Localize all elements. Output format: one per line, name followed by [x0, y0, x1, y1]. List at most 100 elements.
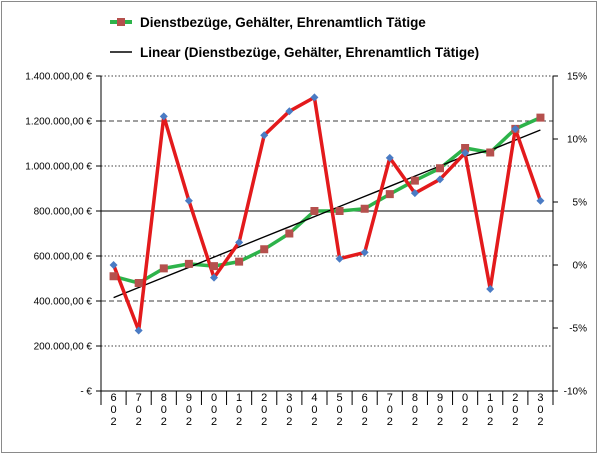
- y2-tick-label-2: 0%: [573, 261, 588, 272]
- series-3-point-13: [436, 175, 444, 184]
- series-3-point-9: [335, 254, 344, 263]
- x-tick-glyph: 0: [336, 404, 342, 416]
- x-tick-glyph: 2: [336, 416, 342, 428]
- x-tick-glyph: 2: [437, 416, 443, 428]
- series-1-point-10: [360, 204, 369, 213]
- x-tick-glyph: 7: [387, 392, 393, 404]
- y-tick-label-7: 1.400.000,00 €: [25, 72, 92, 83]
- trendline: [113, 129, 541, 299]
- x-tick-glyph: 0: [437, 404, 443, 416]
- series-1-point-3: [184, 259, 193, 268]
- x-tick-glyph: 2: [110, 416, 116, 428]
- x-tick-glyph: 2: [186, 416, 192, 428]
- series-3-point-4: [210, 273, 218, 282]
- x-tick-glyph: 2: [261, 416, 267, 428]
- series-3-point-5: [235, 238, 244, 247]
- series-1-point-5: [235, 257, 244, 266]
- series-1-point-12: [410, 176, 419, 185]
- series-1-point-17: [536, 113, 545, 122]
- x-tick-glyph: 2: [537, 416, 543, 428]
- x-tick-glyph: 9: [186, 392, 192, 404]
- series-1-point-0: [109, 272, 118, 281]
- series-line-1: [113, 116, 542, 285]
- y2-tick-label-4: 10%: [567, 135, 587, 146]
- x-tick-glyph: 6: [362, 392, 368, 404]
- x-tick-glyph: 0: [286, 404, 292, 416]
- series-3-point-7: [285, 107, 294, 116]
- x-tick-glyph: 3: [537, 392, 543, 404]
- series-line-3: [111, 95, 543, 333]
- legend: Dienstbezüge, Gehälter, Ehrenamtlich Tät…: [110, 15, 479, 60]
- series-1-point-7: [285, 229, 294, 238]
- x-tick-glyph: 9: [437, 392, 443, 404]
- series-1-point-1: [134, 279, 143, 287]
- x-tick-glyph: 3: [286, 392, 292, 404]
- x-tick-glyph: 8: [412, 392, 418, 404]
- x-tick-glyph: 0: [110, 404, 116, 416]
- x-tick-glyph: 7: [136, 392, 142, 404]
- y-tick-label-0: - €: [80, 387, 92, 398]
- x-tick-glyph: 0: [462, 404, 468, 416]
- y-tick-label-3: 600.000,00 €: [34, 252, 93, 263]
- series-3-point-1: [134, 326, 143, 335]
- y2-tick-label-1: -5%: [569, 324, 587, 335]
- y-tick-label-1: 200.000,00 €: [34, 342, 93, 353]
- x-tick-glyph: 2: [512, 416, 518, 428]
- legend-label-series-1: Dienstbezüge, Gehälter, Ehrenamtlich Tät…: [140, 15, 426, 30]
- series-1-point-11: [385, 190, 394, 199]
- x-tick-glyph: 0: [261, 404, 267, 416]
- series-1-point-9: [335, 207, 344, 215]
- series-3-point-17: [536, 196, 545, 205]
- x-tick-glyph: 0: [186, 404, 192, 416]
- x-tick-glyph: 0: [387, 404, 393, 416]
- x-tick-glyph: 2: [136, 416, 142, 428]
- series-1-point-8: [310, 207, 319, 215]
- x-tick-glyph: 2: [161, 416, 167, 428]
- series-3-point-14: [461, 148, 470, 157]
- y-tick-label-6: 1.200.000,00 €: [25, 117, 92, 128]
- x-tick-glyph: 1: [236, 392, 242, 404]
- x-tick-glyph: 2: [487, 416, 493, 428]
- x-tick-glyph: 5: [336, 392, 342, 404]
- x-tick-glyph: 0: [211, 392, 217, 404]
- series-3-point-2: [159, 112, 168, 121]
- x-tick-glyph: 0: [236, 404, 242, 416]
- y-tick-label-2: 400.000,00 €: [34, 297, 93, 308]
- x-tick-glyph: 0: [161, 404, 167, 416]
- series-1-point-2: [159, 264, 168, 273]
- x-tick-glyph: 4: [311, 392, 317, 404]
- x-tick-glyph: 2: [261, 392, 267, 404]
- series-3-point-10: [360, 248, 369, 257]
- x-tick-glyph: 0: [512, 404, 518, 416]
- series-3-point-6: [260, 131, 269, 140]
- series-1-point-15: [486, 148, 495, 157]
- x-tick-glyph: 2: [311, 416, 317, 428]
- legend-marker-series-1: [117, 18, 125, 26]
- legend-label-trendline: Linear (Dienstbezüge, Gehälter, Ehrenamt…: [140, 45, 479, 60]
- y-tick-label-4: 800.000,00 €: [34, 207, 93, 218]
- series-1-point-14: [461, 144, 470, 152]
- x-tick-glyph: 0: [311, 404, 317, 416]
- x-tick-glyph: 2: [362, 416, 368, 428]
- x-tick-glyph: 2: [236, 416, 242, 428]
- series-1-point-4: [210, 262, 218, 271]
- x-tick-glyph: 2: [211, 416, 217, 428]
- series-1-point-6: [260, 245, 269, 254]
- series-1-point-13: [436, 164, 444, 173]
- x-tick-glyph: 2: [412, 416, 418, 428]
